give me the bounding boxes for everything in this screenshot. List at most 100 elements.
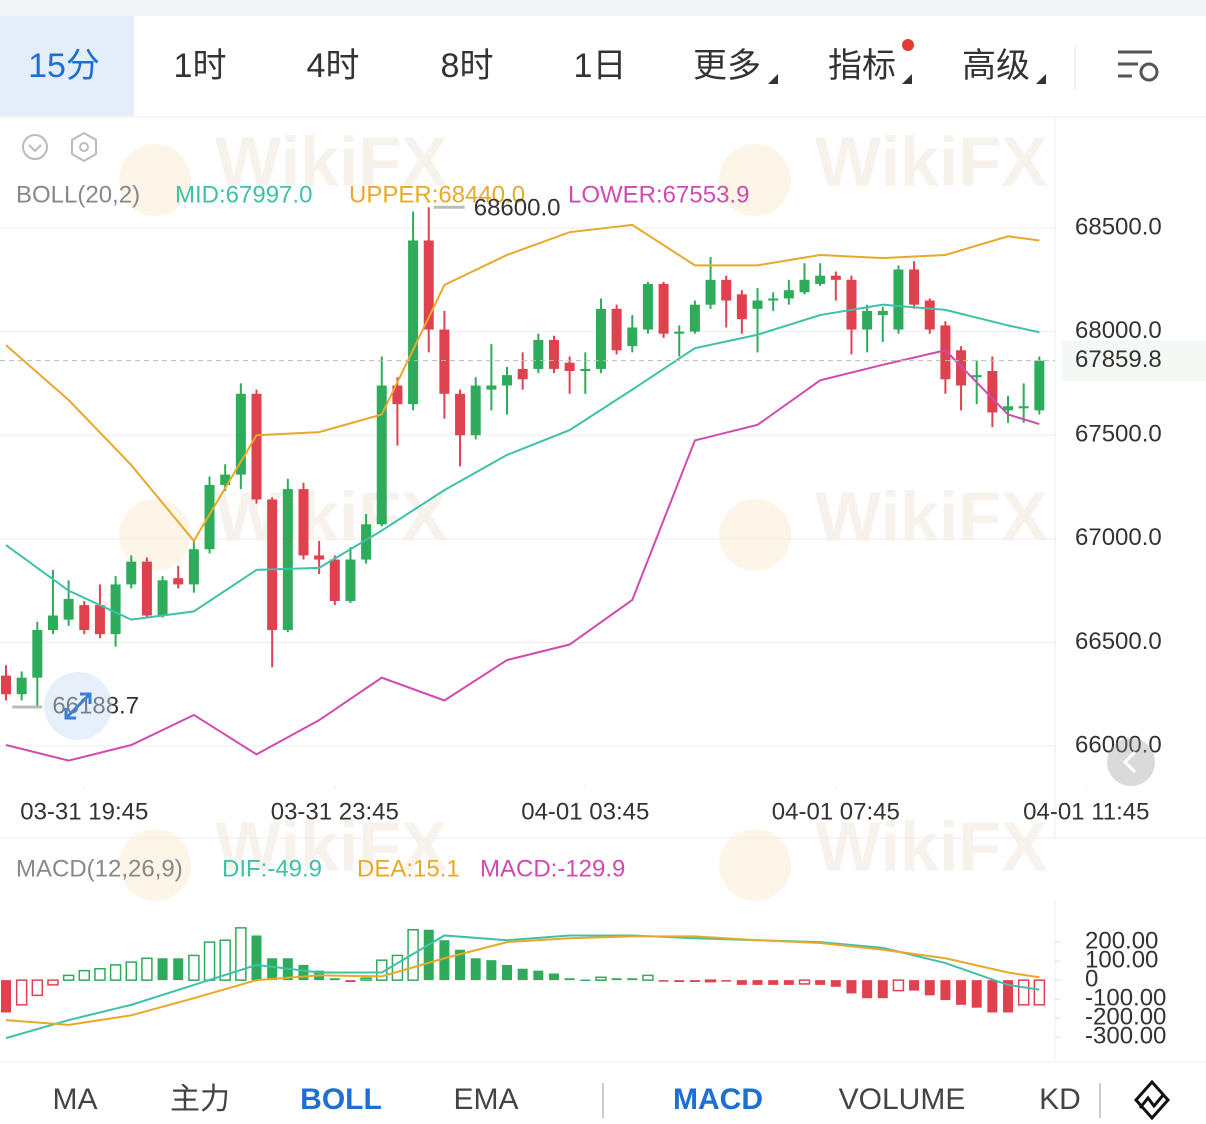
tab[interactable]: 8时 <box>441 47 494 85</box>
active-tab-bg <box>0 16 134 116</box>
tab[interactable]: 更多 <box>693 47 761 85</box>
macd-bar <box>798 979 811 985</box>
collapse-chevron <box>28 144 42 153</box>
macd-bar <box>486 960 497 981</box>
dropdown-arrows <box>768 74 1046 84</box>
indicator-tab[interactable]: EMA <box>453 1083 518 1116</box>
tab[interactable]: 1时 <box>174 47 227 85</box>
candle-body <box>752 300 763 309</box>
candle-body <box>862 310 873 330</box>
macd-bar <box>235 927 247 981</box>
watermark: WikiFX <box>815 122 1048 200</box>
candle-body <box>721 279 732 301</box>
macd-bar <box>31 979 44 997</box>
legend-entry: DIF:-49.9 <box>222 855 322 882</box>
macd-bar <box>62 974 75 981</box>
expand-button[interactable] <box>44 672 112 740</box>
macd-bar <box>423 929 434 981</box>
y-tick-label: -100.00 <box>1085 984 1166 1011</box>
candle-body <box>47 615 58 631</box>
macd-bar <box>815 980 826 985</box>
settings-icon[interactable] <box>1118 50 1159 82</box>
indicator-tab[interactable]: BOLL <box>300 1083 382 1116</box>
macd-bar <box>439 940 450 981</box>
macd-bar <box>470 958 481 981</box>
watermark: WikiFX <box>215 807 448 885</box>
y-tick-label: 66000.0 <box>1075 731 1162 758</box>
indicator-tab[interactable]: MACD <box>673 1083 763 1116</box>
watermark-logo <box>719 829 791 901</box>
candle-body <box>282 489 293 631</box>
macd-bar <box>141 957 153 981</box>
macd-bar <box>329 978 340 981</box>
tab[interactable]: 15分 <box>28 47 100 85</box>
candle-body <box>564 362 575 371</box>
price-chart: 66000.0 66500.0 67000.0 67500.0 68000.0 68500… <box>0 118 1206 838</box>
tab[interactable]: 高级 <box>962 47 1030 85</box>
macd-bar <box>564 978 575 981</box>
boll-line <box>5 303 1040 621</box>
macd-bar <box>877 980 888 999</box>
macd-bar <box>783 980 794 985</box>
macd-bar <box>125 961 138 981</box>
draw-tool-icon[interactable] <box>1133 1079 1171 1121</box>
watermark-logo <box>119 144 191 216</box>
macd-bar <box>47 979 59 986</box>
collapse-icon[interactable] <box>22 134 48 160</box>
candle-body <box>235 393 246 475</box>
indicator-tab[interactable]: KD <box>1039 1083 1081 1116</box>
candle-body <box>329 559 340 601</box>
scroll-button[interactable] <box>1107 738 1155 786</box>
candle-body <box>173 578 184 585</box>
legend-entry: LOWER:67553.9 <box>568 181 749 208</box>
candle-body <box>141 561 152 616</box>
candle-body <box>517 368 528 380</box>
macd-bar <box>173 958 184 981</box>
tab[interactable]: 指标 <box>828 47 896 85</box>
legend-title: MACD(12,26,9) <box>16 855 183 882</box>
macd-bar <box>689 980 700 983</box>
candle-body <box>16 677 27 695</box>
indicator-tab[interactable]: 主力 <box>170 1083 230 1116</box>
x-tick-label: 03-31 23:45 <box>271 798 399 825</box>
macd-bar <box>1017 979 1030 1006</box>
macd-bar <box>109 964 122 981</box>
macd-bar <box>391 954 404 981</box>
candle-body <box>533 339 544 369</box>
candle-body <box>502 375 513 386</box>
y-tick-label: 200.00 <box>1085 927 1158 954</box>
period-tabs: 15分 1时 4时 8时 1日 更多 指标 高级 <box>28 47 1030 85</box>
settings-hex[interactable] <box>71 131 97 163</box>
tab[interactable]: 4时 <box>307 47 360 85</box>
macd-bar <box>846 980 857 994</box>
watermark-logo <box>719 499 791 571</box>
macd-bar <box>360 977 372 981</box>
candle-body <box>548 339 559 369</box>
y-tick-label: -300.00 <box>1085 1023 1166 1050</box>
candle-body <box>188 549 199 585</box>
candle-body <box>32 630 43 678</box>
tab[interactable]: 1日 <box>574 47 627 85</box>
candle-body <box>815 275 826 284</box>
macd-bar <box>203 941 216 981</box>
macd-bar <box>1 980 11 1013</box>
candle-body <box>736 294 747 320</box>
macd-bar <box>15 979 28 1006</box>
candle-body <box>674 331 685 334</box>
candle-body <box>877 310 888 316</box>
candle-body <box>956 350 967 386</box>
macd-bar <box>642 974 654 981</box>
candle-body <box>1003 406 1014 411</box>
watermark: WikiFX <box>215 122 448 200</box>
macd-bar <box>768 980 779 985</box>
macd-bar <box>157 958 168 981</box>
candle-body <box>909 269 920 305</box>
indicator-tab[interactable]: VOLUME <box>839 1083 966 1116</box>
settings-hex-dot <box>79 142 89 152</box>
legend-entry: MID:67997.0 <box>175 181 312 208</box>
macd-bar <box>987 980 998 1013</box>
candle-body <box>830 275 841 280</box>
indicator-tab[interactable]: MA <box>53 1083 98 1116</box>
candle-body <box>110 584 121 635</box>
macd-bar <box>345 980 356 983</box>
